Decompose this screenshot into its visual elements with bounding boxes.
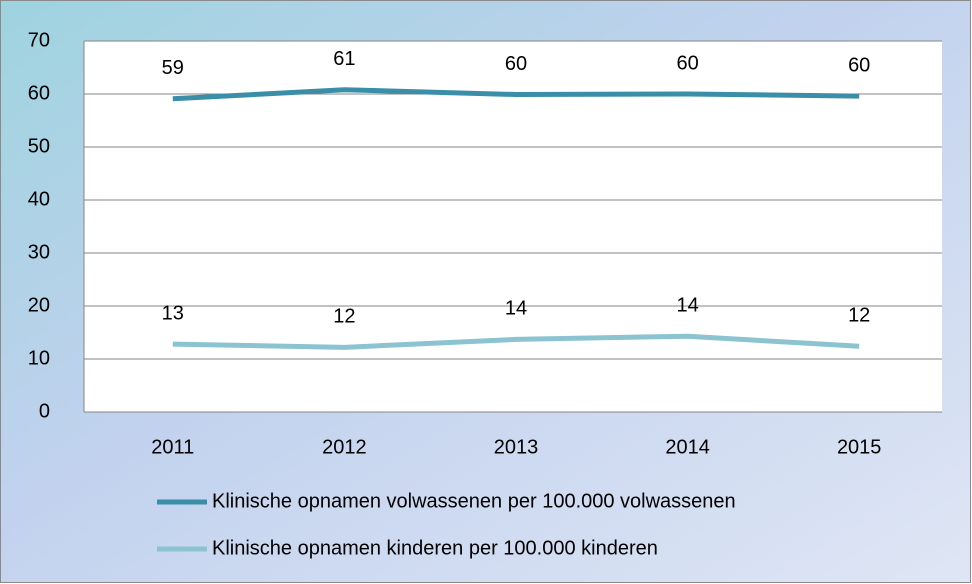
x-tick-label: 2014 <box>665 436 710 458</box>
plot-area <box>84 41 942 412</box>
data-label: 14 <box>505 298 527 320</box>
y-tick-label: 40 <box>28 188 50 210</box>
y-tick-label: 30 <box>28 241 50 263</box>
data-label: 59 <box>162 57 184 79</box>
y-tick-label: 20 <box>28 294 50 316</box>
legend-label: Klinische opnamen kinderen per 100.000 k… <box>212 537 658 559</box>
data-label: 14 <box>676 294 698 316</box>
data-label: 13 <box>162 302 184 324</box>
data-label: 60 <box>676 52 698 74</box>
y-tick-label: 10 <box>28 347 50 369</box>
data-label: 60 <box>505 53 527 75</box>
y-tick-label: 0 <box>39 400 50 422</box>
legend-label: Klinische opnamen volwassenen per 100.00… <box>212 490 736 512</box>
data-line <box>172 333 860 350</box>
x-tick-label: 2015 <box>837 436 882 458</box>
data-line <box>172 87 860 102</box>
x-tick-label: 2012 <box>322 436 367 458</box>
data-label: 12 <box>848 305 870 327</box>
y-tick-label: 50 <box>28 135 50 157</box>
y-tick-label: 60 <box>28 82 50 104</box>
data-label: 60 <box>848 54 870 76</box>
x-tick-label: 2011 <box>151 436 194 458</box>
x-tick-label: 2013 <box>494 436 539 458</box>
y-tick-label: 70 <box>28 29 50 51</box>
data-label: 12 <box>333 306 355 328</box>
data-label: 61 <box>333 48 355 70</box>
